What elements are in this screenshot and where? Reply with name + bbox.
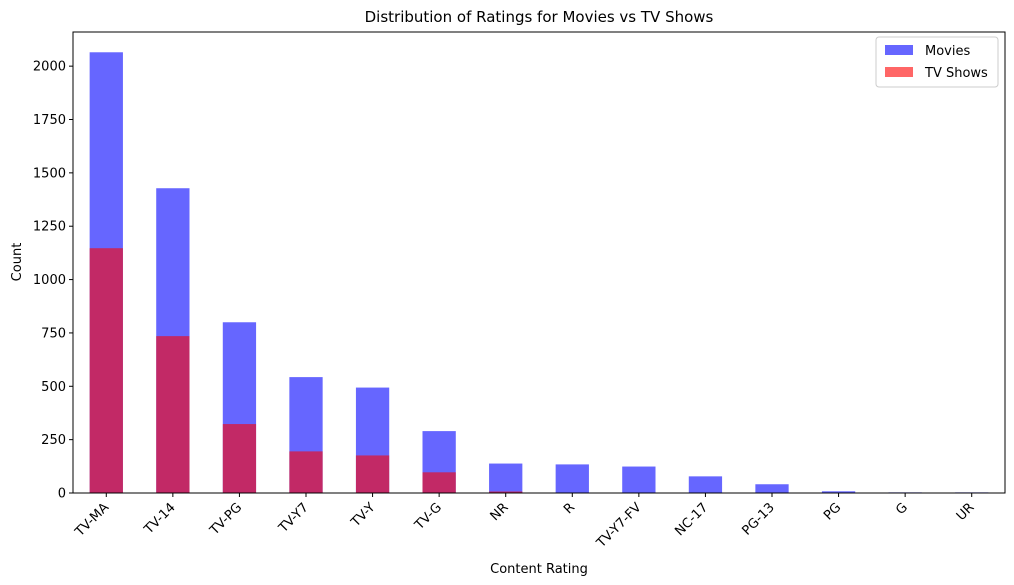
- x-tick-label: PG-13: [740, 500, 778, 538]
- y-tick-label: 0: [58, 487, 66, 502]
- x-tick-label: TV-Y: [348, 500, 379, 531]
- x-tick-label: G: [893, 500, 911, 518]
- y-tick-label: 1500: [33, 166, 66, 181]
- x-tick-label: NC-17: [672, 500, 711, 539]
- bar-tv-shows-tv-pg: [222, 424, 257, 493]
- y-axis-label: Count: [10, 243, 25, 282]
- bar-tv-shows-tv-14: [156, 336, 190, 493]
- x-axis-label: Content Rating: [490, 562, 588, 577]
- legend: Movies TV Shows: [875, 36, 999, 88]
- y-tick-label: 250: [41, 433, 66, 448]
- x-tick-label: TV-Y7: [275, 500, 311, 536]
- y-tick-label: 750: [41, 326, 66, 341]
- legend-label-tv-shows: TV Shows: [924, 66, 988, 81]
- bar-movies-nr: [489, 463, 523, 493]
- legend-swatch-movies: [885, 45, 913, 55]
- y-tick-label: 2000: [33, 60, 66, 75]
- bar-movies-nc-17: [688, 476, 723, 493]
- bar-movies-pg: [821, 491, 856, 493]
- bar-tv-shows-tv-y7: [289, 451, 323, 493]
- y-tick-label: 500: [41, 380, 66, 395]
- x-tick-label: PG: [821, 500, 844, 523]
- y-tick-label: 1250: [33, 220, 66, 235]
- chart-title: Distribution of Ratings for Movies vs TV…: [365, 8, 714, 26]
- y-tick-label: 1750: [33, 113, 66, 128]
- x-tick-label: R: [561, 500, 578, 517]
- y-axis-ticks: 0 250 500 750 1000 1250 1500 1750 2000: [33, 60, 73, 502]
- bar-movies-r: [555, 464, 589, 493]
- x-tick-label: UR: [954, 500, 978, 524]
- bar-tv-shows-tv-y: [355, 455, 390, 493]
- x-tick-label: TV-Y7-FV: [593, 500, 644, 551]
- x-tick-label: TV-PG: [207, 500, 246, 539]
- bar-movies-pg-13: [755, 484, 789, 493]
- bar-movies-tv-y7-fv: [622, 466, 656, 493]
- x-tick-label: TV-MA: [72, 500, 112, 540]
- x-tick-label: NR: [488, 500, 512, 524]
- bars-group: [89, 52, 989, 494]
- x-tick-label: TV-14: [141, 500, 179, 538]
- bar-tv-shows-tv-g: [422, 472, 456, 493]
- legend-swatch-tv-shows: [885, 67, 913, 77]
- x-axis-ticks: TV-MA TV-14 TV-PG TV-Y7 TV-Y TV-G NR R TV-Y7-FV N…: [72, 493, 978, 551]
- plot-frame: [72, 31, 1006, 494]
- x-tick-label: TV-G: [412, 500, 445, 533]
- bar-tv-shows-nr: [489, 491, 523, 493]
- legend-label-movies: Movies: [925, 44, 970, 59]
- y-tick-label: 1000: [33, 273, 66, 288]
- bar-tv-shows-tv-ma: [89, 248, 123, 493]
